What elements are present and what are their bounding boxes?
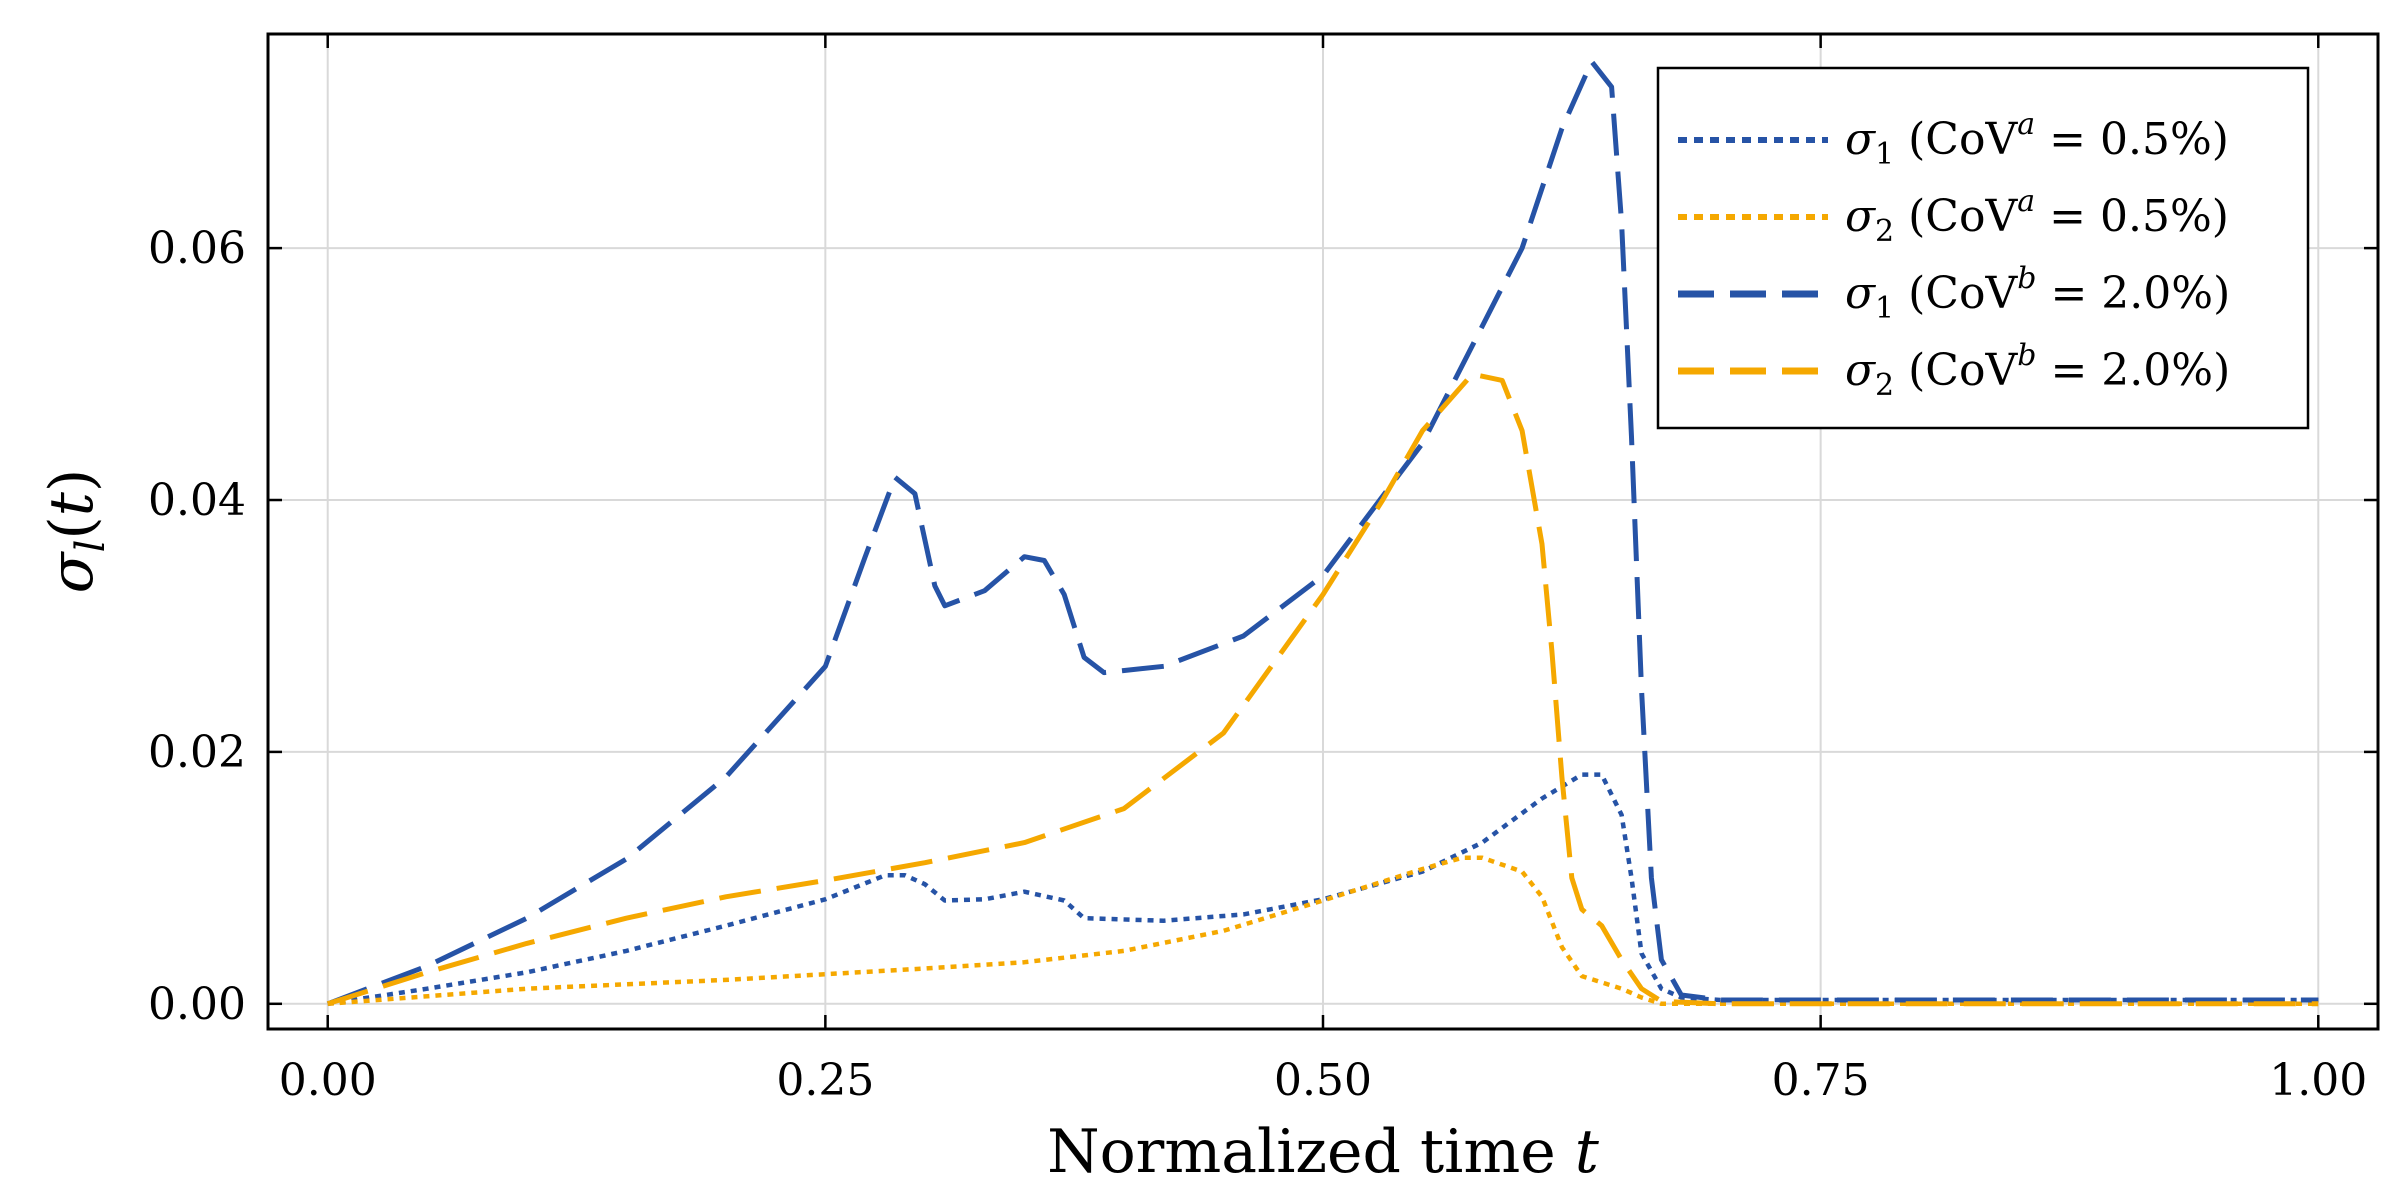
series-line-1 xyxy=(327,772,2319,1007)
legend: σ1 (CoVa = 0.5%) σ2 (CoVa = 0.5%) σ1 (CoVb… xyxy=(1656,66,2310,430)
x-tick-label: 0.50 xyxy=(1274,1055,1372,1106)
legend-box xyxy=(1656,66,2310,430)
x-tick-label: 1.00 xyxy=(2269,1055,2367,1106)
y-tick-label: 0.00 xyxy=(148,979,246,1030)
y-tick-label: 0.04 xyxy=(148,475,246,526)
legend-label-1: σ1 (CoVa = 0.5%) xyxy=(1845,107,2229,172)
series-line-3 xyxy=(326,59,2319,1007)
ticks: 0.00 0.25 0.50 0.75 1.00 0.00 0.02 0.04 0.06 xyxy=(148,34,2378,1106)
x-tick-label: 0.75 xyxy=(1772,1055,1870,1106)
series-line-4 xyxy=(326,371,2319,1007)
y-axis-title: σl(t) xyxy=(37,469,114,594)
series-line-2 xyxy=(327,855,2319,1007)
legend-label-4: σ2 (CoVb = 2.0%) xyxy=(1845,338,2230,403)
x-tick-label: 0.00 xyxy=(279,1055,377,1106)
x-axis-title: Normalized time t xyxy=(1047,1117,1600,1187)
x-axis-title-var: t xyxy=(1575,1117,1600,1187)
y-tick-label: 0.06 xyxy=(148,223,246,274)
x-axis-title-text: Normalized time xyxy=(1047,1117,1575,1187)
legend-label-2: σ2 (CoVa = 0.5%) xyxy=(1845,184,2229,249)
x-tick-label: 0.25 xyxy=(776,1055,874,1106)
legend-label-3: σ1 (CoVb = 2.0%) xyxy=(1845,261,2230,326)
y-tick-label: 0.02 xyxy=(148,727,246,778)
series-layer xyxy=(326,59,2319,1007)
